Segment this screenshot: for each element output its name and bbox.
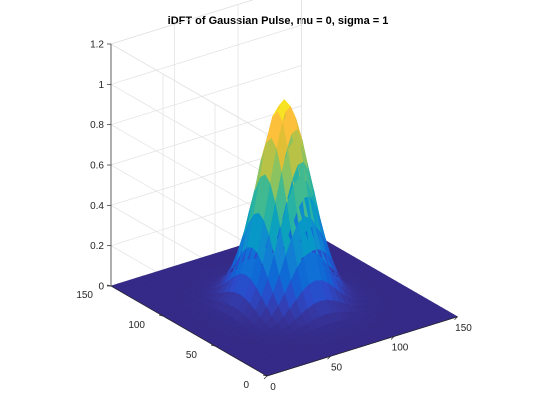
box-edge bbox=[110, 0, 254, 45]
y-axis-line bbox=[110, 285, 268, 377]
y-tick-label: 0 bbox=[243, 380, 249, 391]
backwall-gridline-z bbox=[110, 105, 302, 166]
y-tick-label-mark bbox=[158, 314, 164, 317]
backwall-gridline-z bbox=[110, 65, 302, 126]
z-tick-label: 0.4 bbox=[90, 201, 104, 212]
backwall-gridline-z bbox=[110, 24, 302, 85]
x-tick-label: 100 bbox=[392, 343, 409, 354]
x-tick-label: 150 bbox=[455, 323, 472, 334]
x-tick-mark bbox=[454, 316, 458, 320]
z-tick-label: 0.6 bbox=[90, 161, 104, 172]
z-tick-label: 1.2 bbox=[90, 40, 104, 51]
y-tick-label: 50 bbox=[186, 350, 198, 361]
sidewall-gridline-z bbox=[110, 84, 268, 175]
x-axis-line bbox=[266, 316, 458, 377]
y-tick-label-mark bbox=[262, 374, 268, 377]
x-tick-label: 50 bbox=[331, 362, 343, 373]
z-tick-label: 0.8 bbox=[90, 120, 104, 131]
chart-title: iDFT of Gaussian Pulse, mu = 0, sigma = … bbox=[168, 15, 389, 27]
y-tick-label: 150 bbox=[76, 290, 93, 301]
sidewall-gridline-z bbox=[110, 124, 268, 215]
box-edge bbox=[110, 43, 268, 135]
gaussian-surface bbox=[110, 99, 459, 377]
y-tick-label: 100 bbox=[128, 320, 145, 331]
x-tick-mark bbox=[263, 375, 268, 380]
z-tick-label: 0 bbox=[98, 282, 104, 293]
y-tick-label-mark bbox=[210, 344, 216, 347]
z-tick-label: 1 bbox=[98, 80, 104, 91]
x-tick-mark bbox=[327, 356, 331, 360]
x-tick-label: 0 bbox=[270, 382, 276, 393]
z-tick-label: 0.2 bbox=[90, 241, 104, 252]
axes-and-ticks: 0 50 100 150 0 50 100 150 0 0.2 0.4 0.6 0.8 1 1.2 bbox=[76, 40, 472, 394]
x-tick-mark bbox=[390, 336, 395, 340]
sidewall-gridline-z bbox=[110, 164, 268, 256]
